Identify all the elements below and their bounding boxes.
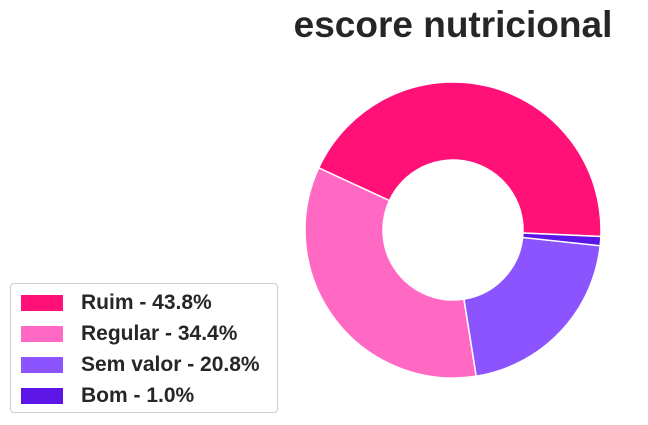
legend-swatch-regular xyxy=(21,326,63,342)
legend-label-ruim: Ruim - 43.8% xyxy=(81,291,212,314)
legend: Ruim - 43.8% Regular - 34.4% Sem valor -… xyxy=(10,283,278,413)
slice-regular xyxy=(304,166,478,379)
legend-label-bom: Bom - 1.0% xyxy=(81,384,195,407)
chart-title: escore nutricional xyxy=(294,4,613,45)
legend-item-sem-valor: Sem valor - 20.8% xyxy=(21,352,260,378)
legend-item-regular: Regular - 34.4% xyxy=(21,321,237,347)
slice-bom xyxy=(521,232,602,247)
donut-slices xyxy=(304,81,602,379)
legend-swatch-sem-valor xyxy=(21,357,63,373)
slice-sem-valor xyxy=(463,236,601,378)
legend-item-ruim: Ruim - 43.8% xyxy=(21,290,212,316)
legend-label-regular: Regular - 34.4% xyxy=(81,322,238,345)
legend-label-sem-valor: Sem valor - 20.8% xyxy=(81,353,260,376)
slice-ruim xyxy=(317,81,602,238)
legend-item-bom: Bom - 1.0% xyxy=(21,383,194,409)
legend-swatch-ruim xyxy=(21,295,63,311)
legend-swatch-bom xyxy=(21,388,63,404)
